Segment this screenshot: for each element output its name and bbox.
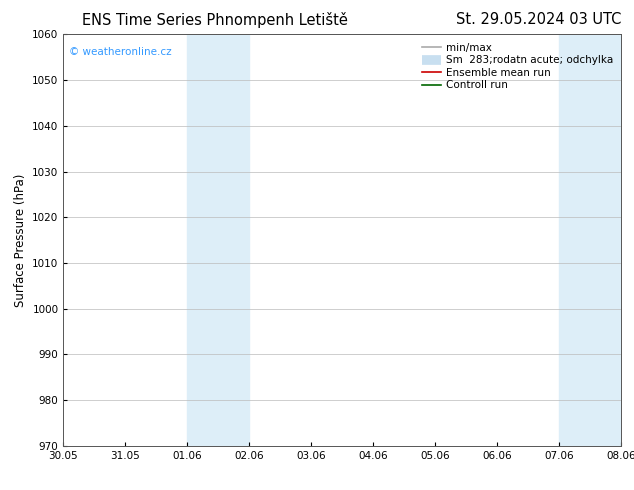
Text: © weatheronline.cz: © weatheronline.cz bbox=[69, 47, 172, 57]
Text: ENS Time Series Phnompenh Letiště: ENS Time Series Phnompenh Letiště bbox=[82, 12, 348, 28]
Legend: min/max, Sm  283;rodatn acute; odchylka, Ensemble mean run, Controll run: min/max, Sm 283;rodatn acute; odchylka, … bbox=[418, 40, 616, 94]
Bar bbox=[559, 34, 621, 446]
Bar bbox=[188, 34, 249, 446]
Y-axis label: Surface Pressure (hPa): Surface Pressure (hPa) bbox=[14, 173, 27, 307]
Text: St. 29.05.2024 03 UTC: St. 29.05.2024 03 UTC bbox=[456, 12, 621, 27]
